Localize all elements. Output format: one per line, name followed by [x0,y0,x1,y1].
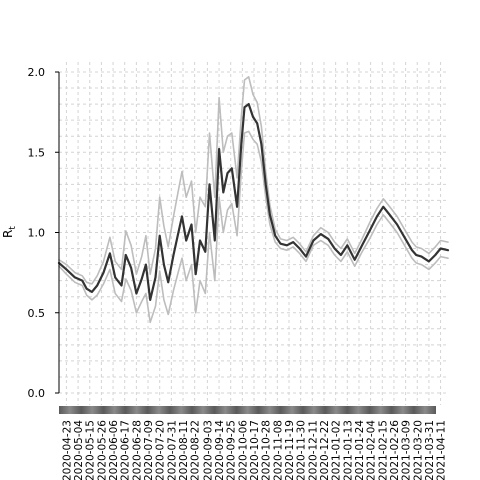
x-tick-label: 2021-01-02 [331,420,343,480]
x-tick-label: 2020-10-17 [249,420,261,480]
x-tick-label: 2020-09-03 [202,420,214,480]
x-tick-label: 2020-05-04 [73,420,85,480]
x-tick-label: 2020-12-11 [307,420,319,480]
x-tick-label: 2020-08-22 [190,420,202,480]
x-tick-label: 2020-04-23 [61,420,73,480]
x-tick-label: 2020-11-19 [284,420,296,480]
x-tick-label: 2020-06-17 [120,420,132,480]
y-axis-label-subscript: t [8,226,18,230]
series-line-estimate [57,102,450,301]
x-tick-label: 2021-03-20 [412,420,424,480]
date-strip-bar [59,406,436,414]
series-line-lower [58,130,449,324]
x-tick-label: 2021-04-11 [436,420,448,480]
x-tick-label: 2021-03-09 [401,420,413,480]
x-tick-label: 2020-06-28 [131,420,143,480]
y-tick-label: 1.5 [28,146,46,159]
x-tick-label: 2021-01-13 [342,420,354,480]
x-tick-label: 2021-02-26 [389,420,401,480]
y-tick-label: 0.0 [28,387,46,400]
x-tick-label: 2020-11-30 [296,420,308,480]
x-tick-label: 2020-06-06 [108,420,120,480]
y-tick-label: 0.5 [28,307,46,320]
x-tick-label: 2021-01-24 [354,420,366,480]
x-tick-label: 2020-10-28 [261,420,273,480]
x-tick-label: 2020-05-26 [96,420,108,480]
x-tick-label: 2020-07-31 [166,420,178,480]
x-tick-label: 2020-07-09 [143,420,155,480]
y-tick-label: 1.0 [28,227,46,240]
y-axis: 0.0 0.5 1.0 1.5 2.0 [28,66,60,400]
x-tick-label: 2020-09-25 [226,420,238,480]
grid-lines [59,62,448,405]
x-axis-tick-labels: 2020-04-23 2020-05-04 2020-05-15 2020-05-26… [61,420,447,480]
x-tick-label: 2020-08-11 [178,420,190,480]
y-axis-title: Rt [1,226,18,238]
x-tick-label: 2020-09-14 [214,420,226,480]
x-tick-label: 2020-05-15 [85,420,97,480]
date-strip [59,406,436,414]
y-axis-label: Rt [1,226,18,238]
x-tick-label: 2020-12-22 [319,420,331,480]
y-tick-label: 2.0 [28,66,46,79]
x-tick-label: 2021-03-31 [424,420,436,480]
x-tick-label: 2021-02-04 [366,420,378,480]
x-tick-label: 2020-11-08 [272,420,284,480]
series-line-upper [58,76,449,285]
x-tick-label: 2020-07-20 [155,420,167,480]
x-tick-label: 2021-02-15 [377,420,389,480]
x-tick-label: 2020-10-06 [237,420,249,480]
series-layer [57,76,450,324]
